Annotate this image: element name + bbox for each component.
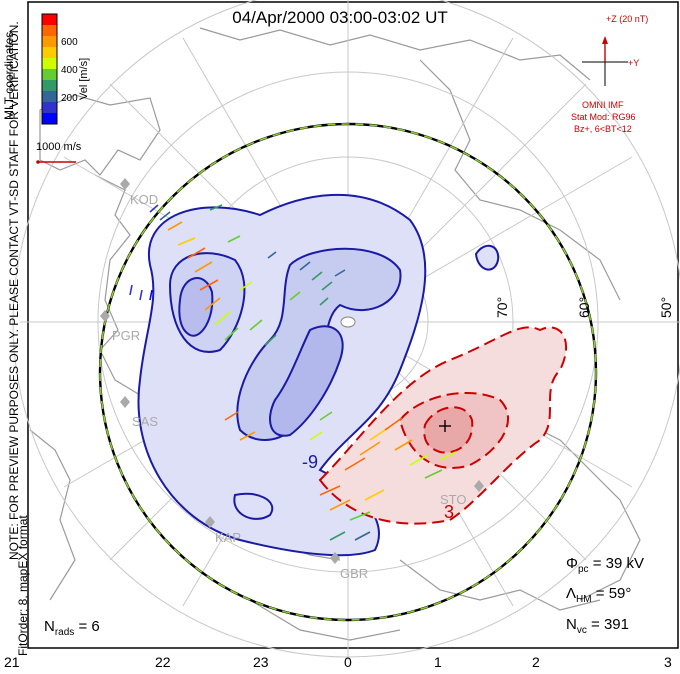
map-title: 04/Apr/2000 03:00-03:02 UT [232,8,448,27]
station-sas: SAS [132,414,159,429]
station-pgr: PGR [112,328,141,343]
plot-frame [27,1,679,649]
nvc-subscript: vc [576,625,587,636]
station-sto: STO [440,492,467,507]
stat-phi-pc: Φpc = 39 kV [566,555,644,575]
stat-nrads: Nrads = 6 [44,618,100,638]
mlt-tick-23: 23 [253,654,269,670]
latitude-label-60: 60° [576,296,592,318]
colorbar-label: Vel [m/s] [78,57,90,100]
vector-group-dusk [129,204,277,346]
colorbar-tick-600: 600 [61,37,78,48]
lambda-symbol: Λ [566,585,577,602]
imf-z-label: +Z (20 nT) [606,14,649,24]
nrads-symbol: N [44,618,55,635]
imf-y-label: +Y [628,58,640,68]
station-markers [100,178,484,564]
vector-group-noon [267,251,346,306]
lambda-value: = 59° [591,585,632,602]
imf-clock [582,36,628,86]
nrads-subscript: rads [54,627,75,638]
vector-group-dawn [224,411,457,541]
latitude-label-70: 70° [494,296,510,318]
mlt-coordinates-label: MLT coordinates [2,31,16,120]
colorbar-tick-200: 200 [61,93,78,104]
mlt-tick-21: 21 [4,654,20,670]
latitude-label-50: 50° [658,296,674,318]
mlt-tick-3: 3 [664,654,672,670]
mlt-tick-1: 1 [434,654,442,670]
imf-model-line2: Bz+, 6<BT<12 [574,124,632,134]
hm-boundary-dash [99,123,597,621]
stat-lambda-hm: ΛHM = 59° [566,585,631,605]
reference-vector-label: 1000 m/s [36,141,82,153]
reference-vector [36,160,76,164]
station-kod: KOD [130,192,159,207]
colorbar-tick-400: 400 [61,65,78,76]
nvc-symbol: N [566,616,577,633]
stat-nvc: Nvc = 391 [566,616,629,636]
fitorder-note: FitOrder: 8, mapEX format [16,515,30,656]
station-kap: KAP [215,530,242,545]
phi-subscript: pc [577,564,589,575]
nvc-value: = 391 [586,616,629,633]
potential-extrema [340,316,451,432]
phi-symbol: Φ [566,555,578,572]
negative-contour-label: -9 [302,452,319,472]
mlt-tick-2: 2 [532,654,540,670]
velocity-colorbar [41,13,58,125]
station-gbr: GBR [340,566,369,581]
mlt-tick-0: 0 [344,654,352,670]
velocity-vectors [129,204,457,541]
imf-model-line1: Stat Mod: RG96 [571,112,636,122]
mlt-tick-22: 22 [155,654,171,670]
positive-contour-label: 3 [444,502,455,522]
imf-source: OMNI IMF [582,100,624,110]
nrads-value: = 6 [74,618,100,635]
lambda-subscript: HM [576,594,592,605]
phi-value: = 39 kV [588,555,644,572]
